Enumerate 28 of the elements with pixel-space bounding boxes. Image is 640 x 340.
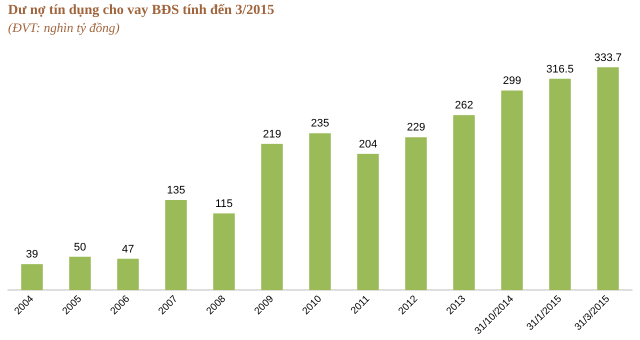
bar [165, 200, 187, 290]
bar [69, 256, 91, 290]
bar [597, 67, 619, 290]
data-label: 262 [454, 100, 474, 112]
bar [501, 90, 523, 290]
data-label: 47 [122, 243, 134, 256]
data-label: 204 [358, 138, 378, 150]
data-label: 299 [502, 74, 522, 87]
bar [549, 78, 571, 290]
bar [309, 133, 331, 290]
bar [21, 264, 43, 290]
bar [357, 154, 379, 290]
data-label: 333.7 [594, 52, 622, 64]
chart-subtitle: (ĐVT: nghìn tỷ đồng) [8, 20, 120, 36]
data-label: 219 [262, 128, 282, 140]
bar [213, 213, 235, 290]
data-label: 235 [310, 118, 330, 130]
data-label: 316.5 [546, 63, 574, 76]
bar [453, 115, 475, 290]
data-label: 50 [74, 241, 86, 254]
bar [261, 144, 283, 290]
data-label: 135 [166, 184, 186, 197]
data-label: 229 [406, 122, 426, 134]
bar [117, 258, 139, 290]
data-label: 115 [215, 198, 233, 210]
chart-title: Dư nợ tín dụng cho vay BĐS tính đến 3/2015 [8, 3, 274, 18]
bar [405, 137, 427, 290]
data-label: 39 [26, 248, 38, 261]
